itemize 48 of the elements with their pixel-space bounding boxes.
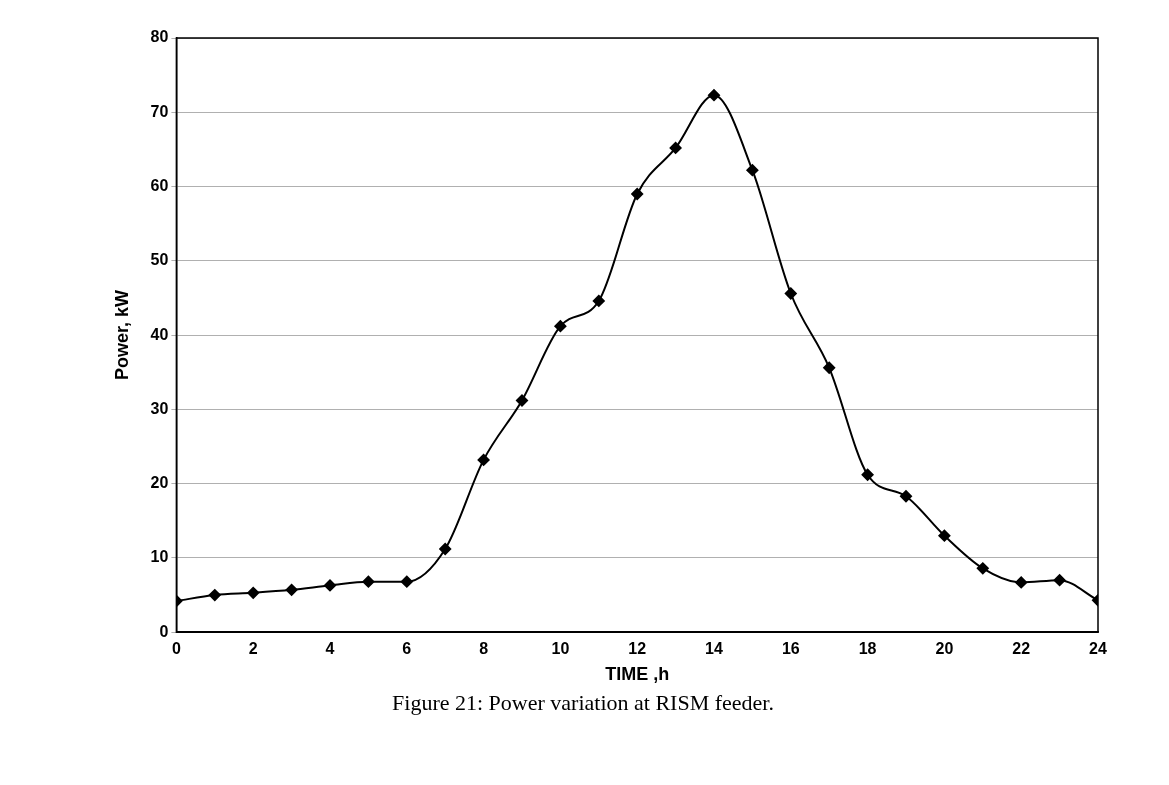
point [669, 141, 682, 154]
y-tick-label: 10 [150, 548, 169, 566]
point [247, 586, 260, 599]
x-tick-label: 14 [705, 640, 723, 658]
x-tick-label: 16 [781, 640, 800, 658]
point [938, 529, 951, 542]
point [1053, 574, 1066, 587]
x-tick-label: 2 [248, 640, 258, 658]
point [746, 164, 759, 177]
point [208, 589, 221, 602]
x-tick-label: 18 [858, 640, 877, 658]
x-tick-label: 8 [479, 640, 489, 658]
point [861, 468, 874, 481]
y-tick-label: 70 [150, 102, 169, 120]
point [976, 562, 989, 575]
x-tick-label: 24 [1089, 640, 1107, 658]
point [900, 490, 912, 503]
x-tick-label: 12 [628, 640, 647, 658]
point [477, 453, 490, 466]
y-tick-label: 60 [150, 176, 169, 194]
point [554, 320, 567, 333]
point [784, 287, 797, 300]
point [400, 575, 413, 588]
x-tick-label: 22 [1012, 640, 1031, 658]
x-tick-label: 0 [171, 640, 181, 658]
point [439, 543, 452, 556]
x-tick-label: 20 [935, 640, 954, 658]
y-tick-label: 50 [150, 251, 169, 269]
y-tick-label: 20 [150, 474, 169, 492]
y-tick-label: 80 [150, 28, 169, 46]
point [708, 89, 720, 102]
x-tick-label: 10 [551, 640, 570, 658]
point [1015, 576, 1028, 589]
y-axis-title: Power, kW [111, 290, 132, 381]
x-tick-label: 4 [325, 640, 335, 658]
point [592, 294, 605, 307]
point [324, 579, 336, 592]
point [823, 361, 836, 374]
y-tick-label: 0 [159, 622, 169, 640]
x-tick-label: 6 [402, 640, 412, 658]
y-tick-label: 40 [150, 325, 169, 343]
point [631, 187, 644, 200]
x-axis-title: TIME ,h [605, 664, 670, 685]
point [285, 583, 298, 596]
point [362, 575, 375, 588]
caption: Figure 21: Power variation at RISM feeder. [391, 690, 775, 716]
point [516, 394, 528, 407]
y-tick-label: 30 [150, 399, 169, 417]
